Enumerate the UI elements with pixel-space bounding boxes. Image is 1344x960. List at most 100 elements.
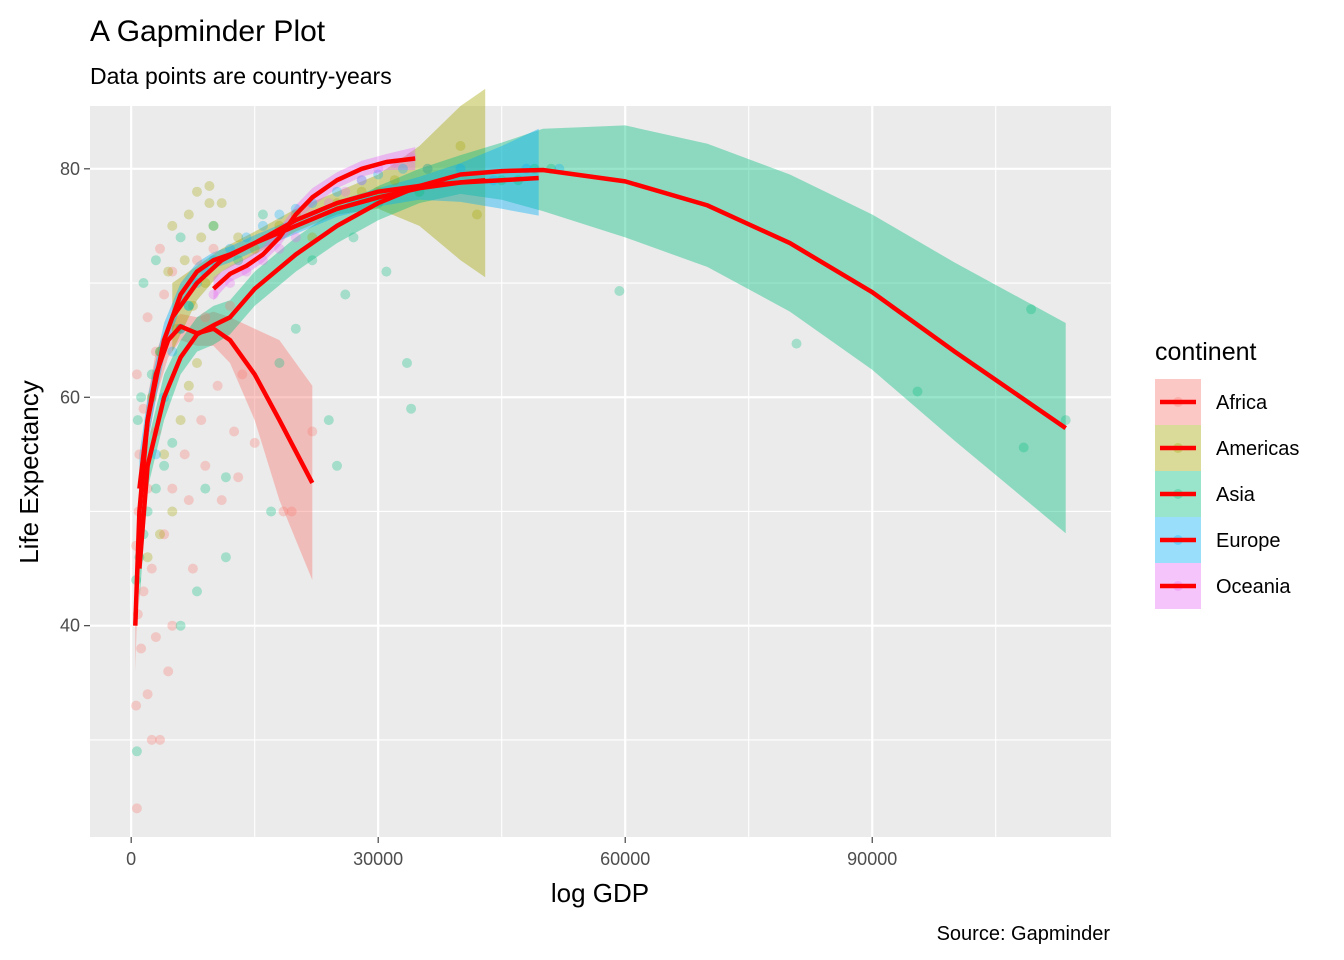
africa-data-point — [237, 369, 248, 380]
europe-data-point — [373, 169, 384, 180]
legend-label-africa: Africa — [1216, 392, 1268, 414]
africa-data-point — [146, 734, 157, 745]
asia-smooth-line — [137, 167, 1067, 569]
americas-data-point — [192, 358, 202, 368]
asia-data-point — [406, 403, 417, 414]
asia-data-point — [348, 232, 359, 243]
africa-data-point — [225, 300, 235, 311]
asia-data-point — [402, 358, 412, 368]
legend-label-oceania: Oceania — [1216, 576, 1291, 598]
asia-data-point — [220, 552, 231, 563]
oceania-smooth-line — [211, 156, 416, 291]
africa-data-point — [187, 563, 198, 574]
x-tick-label: 60000 — [600, 849, 650, 869]
asia-data-point — [340, 289, 351, 300]
y-axis-label: Life Expectancy — [14, 380, 44, 564]
x-tick-label: 0 — [126, 849, 136, 869]
africa-data-point — [159, 289, 170, 300]
africa-data-point — [167, 266, 178, 277]
africa-data-point — [307, 426, 318, 437]
europe-data-point — [332, 186, 342, 197]
americas-data-point — [183, 209, 194, 220]
asia-data-point — [791, 338, 802, 349]
africa-data-point — [142, 312, 153, 323]
legend-label-asia: Asia — [1216, 484, 1256, 506]
americas-data-point — [183, 380, 194, 391]
asia-data-point — [175, 232, 186, 243]
africa-data-point — [216, 495, 227, 506]
americas-confidence-band — [172, 88, 486, 352]
x-tick-label: 30000 — [353, 849, 403, 869]
africa-data-point — [208, 243, 219, 254]
oceania-data-point — [274, 243, 285, 254]
asia-data-point — [208, 220, 219, 231]
legend-title: continent — [1155, 338, 1257, 366]
asia-data-point — [332, 460, 342, 471]
y-tick-label: 80 — [60, 159, 80, 179]
europe-data-point — [183, 300, 194, 311]
africa-data-point — [286, 506, 297, 517]
legend-label-europe: Europe — [1216, 530, 1281, 552]
asia-data-point — [150, 483, 161, 494]
americas-data-point — [142, 552, 153, 563]
africa-data-point — [212, 380, 223, 391]
africa-data-point — [131, 700, 142, 711]
africa-data-point — [229, 426, 240, 437]
africa-data-point — [131, 803, 142, 814]
asia-data-point — [167, 437, 178, 448]
asia-data-point — [159, 460, 170, 471]
asia-data-point — [381, 266, 392, 277]
americas-data-point — [389, 175, 400, 186]
europe-data-point — [356, 175, 367, 186]
asia-data-point — [150, 255, 161, 266]
africa-data-point — [150, 632, 161, 643]
oceania-data-point — [290, 232, 301, 243]
africa-data-point — [159, 529, 170, 540]
asia-data-point — [131, 746, 142, 757]
oceania-data-point — [340, 186, 351, 197]
europe-data-point — [257, 220, 268, 231]
asia-data-point — [138, 278, 149, 288]
africa-data-point — [155, 243, 165, 254]
africa-data-point — [196, 415, 207, 426]
americas-data-point — [187, 300, 198, 311]
americas-data-point — [192, 186, 202, 197]
asia-data-point — [323, 415, 334, 426]
asia-data-point — [233, 255, 244, 266]
africa-data-point — [179, 449, 190, 460]
asia-data-point — [1060, 415, 1071, 426]
europe-data-point — [455, 163, 466, 174]
africa-data-point — [136, 643, 147, 654]
asia-data-point — [175, 620, 186, 631]
europe-data-point — [167, 346, 178, 357]
americas-data-point — [233, 232, 244, 243]
africa-data-point — [138, 403, 149, 414]
asia-data-point — [307, 255, 318, 266]
asia-data-point — [183, 300, 194, 311]
africa-data-point — [200, 312, 211, 323]
africa-data-point — [155, 734, 165, 745]
plot-panel — [90, 106, 1111, 837]
y-tick-label: 40 — [60, 616, 80, 636]
legend-label-americas: Americas — [1216, 438, 1299, 460]
americas-data-point — [167, 220, 178, 231]
asia-data-point — [257, 209, 268, 220]
asia-data-point — [1026, 304, 1037, 315]
oceania-data-point — [356, 175, 367, 186]
chart-subtitle: Data points are country-years — [90, 63, 392, 89]
americas-data-point — [163, 266, 174, 277]
chart-caption: Source: Gapminder — [937, 923, 1111, 945]
africa-data-point — [138, 586, 149, 597]
europe-data-point — [422, 163, 433, 174]
americas-data-point — [159, 449, 170, 460]
asia-data-point — [192, 586, 202, 597]
africa-data-point — [142, 689, 153, 700]
africa-data-point — [278, 506, 289, 517]
americas-data-point — [455, 141, 466, 151]
asia-data-point — [290, 323, 301, 334]
africa-data-point — [249, 437, 260, 448]
africa-data-point — [150, 346, 161, 357]
americas-data-point — [179, 255, 190, 266]
europe-data-point — [397, 163, 408, 174]
